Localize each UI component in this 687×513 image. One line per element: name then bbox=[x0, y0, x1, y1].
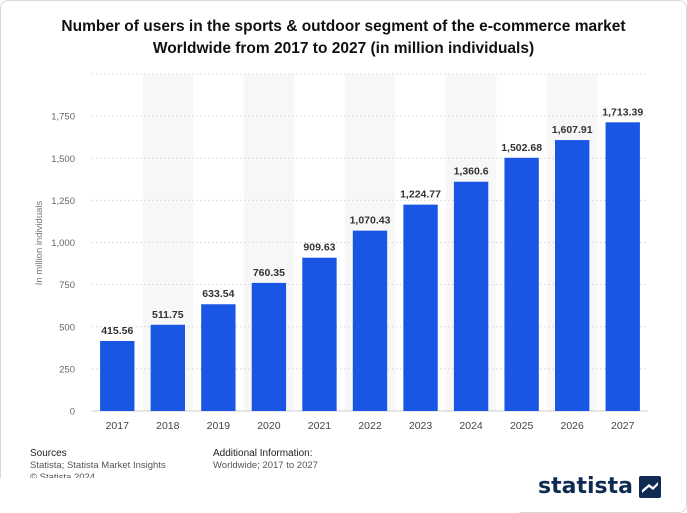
bar-value-label: 1,502.68 bbox=[501, 142, 542, 154]
statista-wordmark: statista bbox=[538, 474, 633, 499]
copyright-text: © Statista 2024 bbox=[30, 472, 96, 483]
x-axis-ticks: 2017 2018 2019 2020 2021 2022 2023 2024 2025 2026… bbox=[106, 420, 635, 432]
x-tick-label: 2017 bbox=[106, 420, 130, 432]
additional-info-text: Worldwide; 2017 to 2027 bbox=[213, 460, 318, 471]
bar[interactable] bbox=[605, 122, 640, 411]
y-tick-label: 1,250 bbox=[51, 196, 75, 207]
bar[interactable] bbox=[201, 304, 236, 411]
y-tick-label: 1,500 bbox=[51, 154, 75, 165]
x-tick-label: 2019 bbox=[207, 420, 231, 432]
y-tick-label: 750 bbox=[59, 280, 75, 291]
bars bbox=[100, 122, 640, 411]
y-tick-label: 250 bbox=[59, 364, 75, 375]
bar-value-label: 633.54 bbox=[202, 288, 234, 300]
y-tick-label: 1,000 bbox=[51, 238, 75, 249]
bar[interactable] bbox=[251, 282, 287, 411]
bar[interactable] bbox=[504, 157, 539, 411]
bar[interactable] bbox=[352, 230, 388, 411]
x-tick-label: 2023 bbox=[409, 420, 433, 432]
bar[interactable] bbox=[453, 181, 489, 411]
y-axis-ticks: 0 250 500 750 1,000 1,250 1,500 1,750 bbox=[51, 112, 75, 418]
x-tick-label: 2026 bbox=[561, 420, 585, 432]
statista-flag-icon bbox=[639, 475, 661, 498]
bar-value-label: 1,224.77 bbox=[400, 189, 441, 201]
chart-title-line-2: Worldwide from 2017 to 2027 (in million … bbox=[152, 40, 535, 57]
sources-block: Sources Statista; Statista Market Insigh… bbox=[30, 448, 166, 484]
statista-logo[interactable]: statista bbox=[538, 474, 661, 499]
bar[interactable] bbox=[403, 204, 438, 411]
y-tick-label: 1,750 bbox=[51, 112, 75, 123]
bar[interactable] bbox=[100, 340, 135, 411]
sources-text: Statista; Statista Market Insights bbox=[30, 460, 166, 471]
x-tick-label: 2022 bbox=[358, 420, 382, 432]
y-axis-label: In million individuals bbox=[34, 201, 45, 286]
x-tick-label: 2027 bbox=[611, 420, 635, 432]
x-tick-label: 2020 bbox=[257, 420, 281, 432]
value-labels: 415.56 511.75 633.54 760.35 909.63 1,070.43 1,… bbox=[101, 106, 643, 337]
x-tick-label: 2018 bbox=[156, 420, 180, 432]
bar-value-label: 1,607.91 bbox=[552, 124, 593, 136]
bar-value-label: 511.75 bbox=[152, 309, 184, 321]
brand-bar bbox=[0, 478, 520, 513]
x-tick-label: 2024 bbox=[459, 420, 483, 432]
bar-value-label: 415.56 bbox=[101, 325, 133, 337]
bar-value-label: 909.63 bbox=[303, 242, 335, 254]
bar-value-label: 1,713.39 bbox=[602, 106, 643, 118]
bar-value-label: 760.35 bbox=[253, 267, 285, 279]
x-tick-label: 2021 bbox=[308, 420, 332, 432]
bar[interactable] bbox=[554, 140, 590, 411]
bar-value-label: 1,070.43 bbox=[350, 215, 391, 227]
additional-info-label: Additional Information: bbox=[213, 448, 313, 459]
y-tick-label: 0 bbox=[70, 407, 75, 418]
chart-title-line-1: Number of users in the sports & outdoor … bbox=[61, 18, 626, 35]
bar[interactable] bbox=[150, 324, 186, 411]
bar[interactable] bbox=[302, 257, 337, 411]
chart-title: Number of users in the sports & outdoor … bbox=[20, 16, 667, 60]
additional-info-block: Additional Information: Worldwide; 2017 … bbox=[213, 448, 318, 472]
x-tick-label: 2025 bbox=[510, 420, 534, 432]
sources-label: Sources bbox=[30, 448, 67, 459]
y-tick-label: 500 bbox=[59, 322, 75, 333]
bar-value-label: 1,360.6 bbox=[454, 166, 489, 178]
